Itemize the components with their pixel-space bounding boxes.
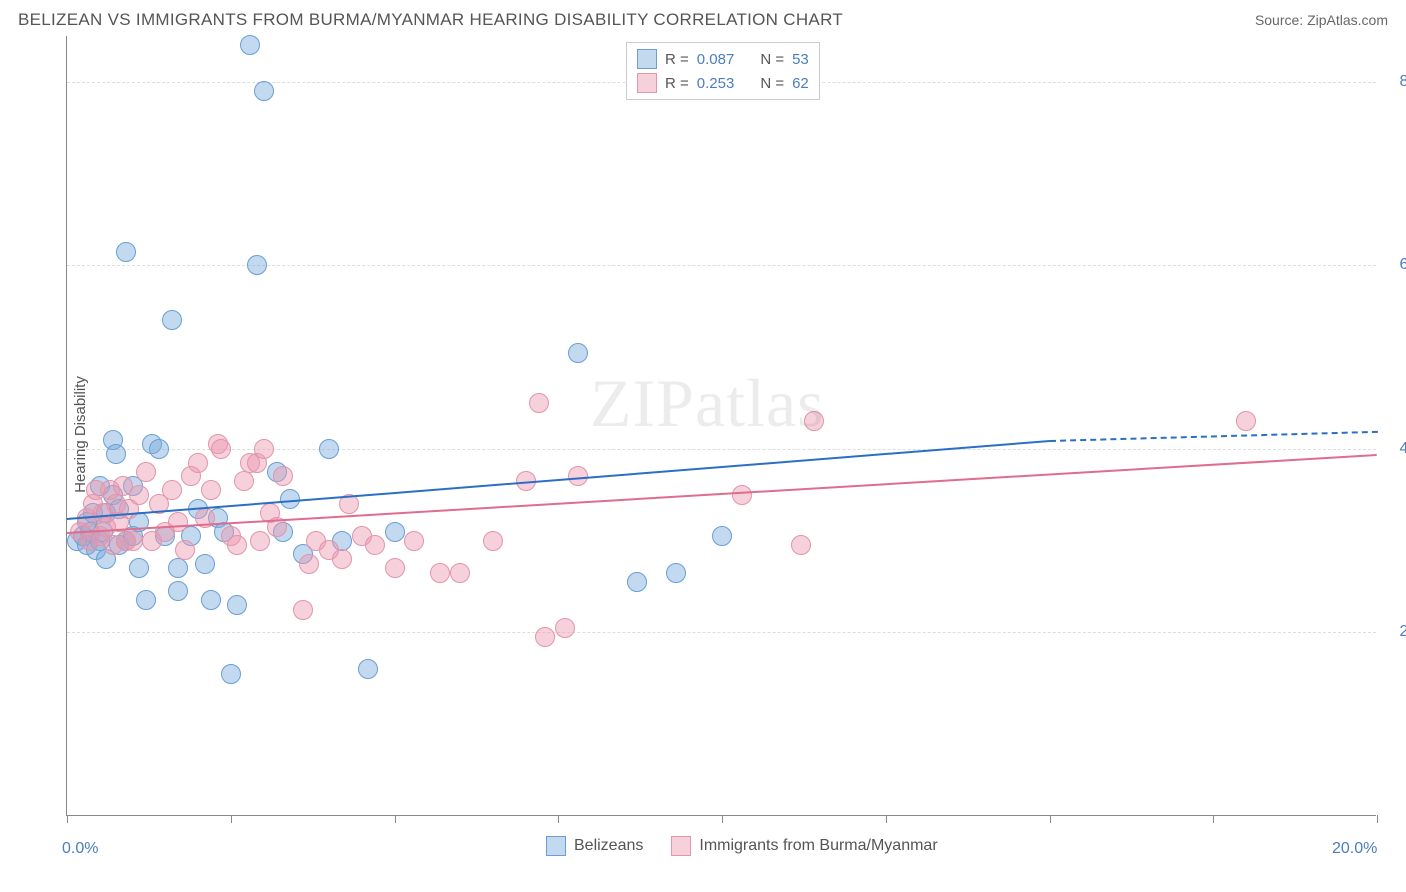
y-tick-label: 4.0% [1381, 440, 1406, 458]
legend-item: Immigrants from Burma/Myanmar [671, 836, 937, 856]
data-point [273, 466, 293, 486]
legend-label: Belizeans [574, 837, 643, 855]
data-point [365, 535, 385, 555]
legend-n-label: N = [760, 51, 784, 68]
data-point [211, 439, 231, 459]
data-point [299, 554, 319, 574]
x-tick [67, 815, 68, 823]
data-point [385, 558, 405, 578]
legend-r-label: R = [665, 75, 689, 92]
data-point [129, 558, 149, 578]
data-point [168, 512, 188, 532]
source-prefix: Source: [1255, 12, 1307, 28]
data-point [450, 563, 470, 583]
data-point [175, 540, 195, 560]
series-legend: Belizeans Immigrants from Burma/Myanmar [546, 836, 938, 856]
legend-n-value: 53 [792, 51, 809, 68]
legend-swatch [637, 73, 657, 93]
legend-label: Immigrants from Burma/Myanmar [699, 837, 937, 855]
legend-r-value: 0.253 [697, 75, 735, 92]
x-tick [1377, 815, 1378, 823]
data-point [732, 485, 752, 505]
data-point [332, 549, 352, 569]
y-tick-label: 2.0% [1381, 623, 1406, 641]
legend-swatch [637, 49, 657, 69]
data-point [201, 590, 221, 610]
data-point [250, 531, 270, 551]
data-point [358, 659, 378, 679]
y-tick-label: 6.0% [1381, 256, 1406, 274]
correlation-legend: R = 0.087 N = 53 R = 0.253 N = 62 [626, 42, 820, 100]
data-point [227, 535, 247, 555]
x-tick [886, 815, 887, 823]
data-point [234, 471, 254, 491]
data-point [254, 439, 274, 459]
chart-header: BELIZEAN VS IMMIGRANTS FROM BURMA/MYANMA… [0, 0, 1406, 36]
data-point [123, 531, 143, 551]
x-tick-label: 20.0% [1332, 840, 1377, 858]
data-point [627, 572, 647, 592]
scatter-chart: 2.0%4.0%6.0%8.0% 0.0% 20.0% Hearing Disabil… [18, 36, 1388, 886]
data-point [293, 600, 313, 620]
data-point [1236, 411, 1256, 431]
data-point [483, 531, 503, 551]
data-point [162, 480, 182, 500]
legend-n-label: N = [760, 75, 784, 92]
data-point [430, 563, 450, 583]
data-point [136, 462, 156, 482]
x-tick [231, 815, 232, 823]
data-point [529, 393, 549, 413]
data-point [712, 526, 732, 546]
data-point [227, 595, 247, 615]
x-tick [395, 815, 396, 823]
x-tick [722, 815, 723, 823]
data-point [568, 343, 588, 363]
x-tick [1050, 815, 1051, 823]
x-tick [1213, 815, 1214, 823]
data-point [404, 531, 424, 551]
data-point [535, 627, 555, 647]
data-point [240, 35, 260, 55]
data-point [201, 480, 221, 500]
legend-swatch [546, 836, 566, 856]
data-point [188, 453, 208, 473]
legend-item: Belizeans [546, 836, 643, 856]
data-point [129, 485, 149, 505]
data-point [106, 444, 126, 464]
gridline [67, 632, 1376, 633]
data-point [254, 81, 274, 101]
data-point [247, 255, 267, 275]
data-point [162, 310, 182, 330]
source-name: ZipAtlas.com [1307, 12, 1388, 28]
legend-row: R = 0.253 N = 62 [637, 71, 809, 95]
data-point [319, 439, 339, 459]
legend-row: R = 0.087 N = 53 [637, 47, 809, 71]
data-point [555, 618, 575, 638]
data-point [666, 563, 686, 583]
source-attribution: Source: ZipAtlas.com [1255, 12, 1388, 28]
legend-r-label: R = [665, 51, 689, 68]
data-point [168, 581, 188, 601]
data-point [168, 558, 188, 578]
data-point [116, 242, 136, 262]
y-tick-label: 8.0% [1381, 73, 1406, 91]
trend-line-extrapolated [1049, 431, 1377, 442]
legend-n-value: 62 [792, 75, 809, 92]
x-tick-label: 0.0% [62, 840, 98, 858]
data-point [385, 522, 405, 542]
data-point [791, 535, 811, 555]
legend-r-value: 0.087 [697, 51, 735, 68]
data-point [149, 439, 169, 459]
legend-swatch [671, 836, 691, 856]
data-point [221, 664, 241, 684]
plot-area: 2.0%4.0%6.0%8.0% [66, 36, 1376, 816]
data-point [136, 590, 156, 610]
data-point [804, 411, 824, 431]
x-tick [558, 815, 559, 823]
data-point [195, 554, 215, 574]
chart-title: BELIZEAN VS IMMIGRANTS FROM BURMA/MYANMA… [18, 10, 843, 30]
y-axis-label: Hearing Disability [72, 376, 89, 493]
